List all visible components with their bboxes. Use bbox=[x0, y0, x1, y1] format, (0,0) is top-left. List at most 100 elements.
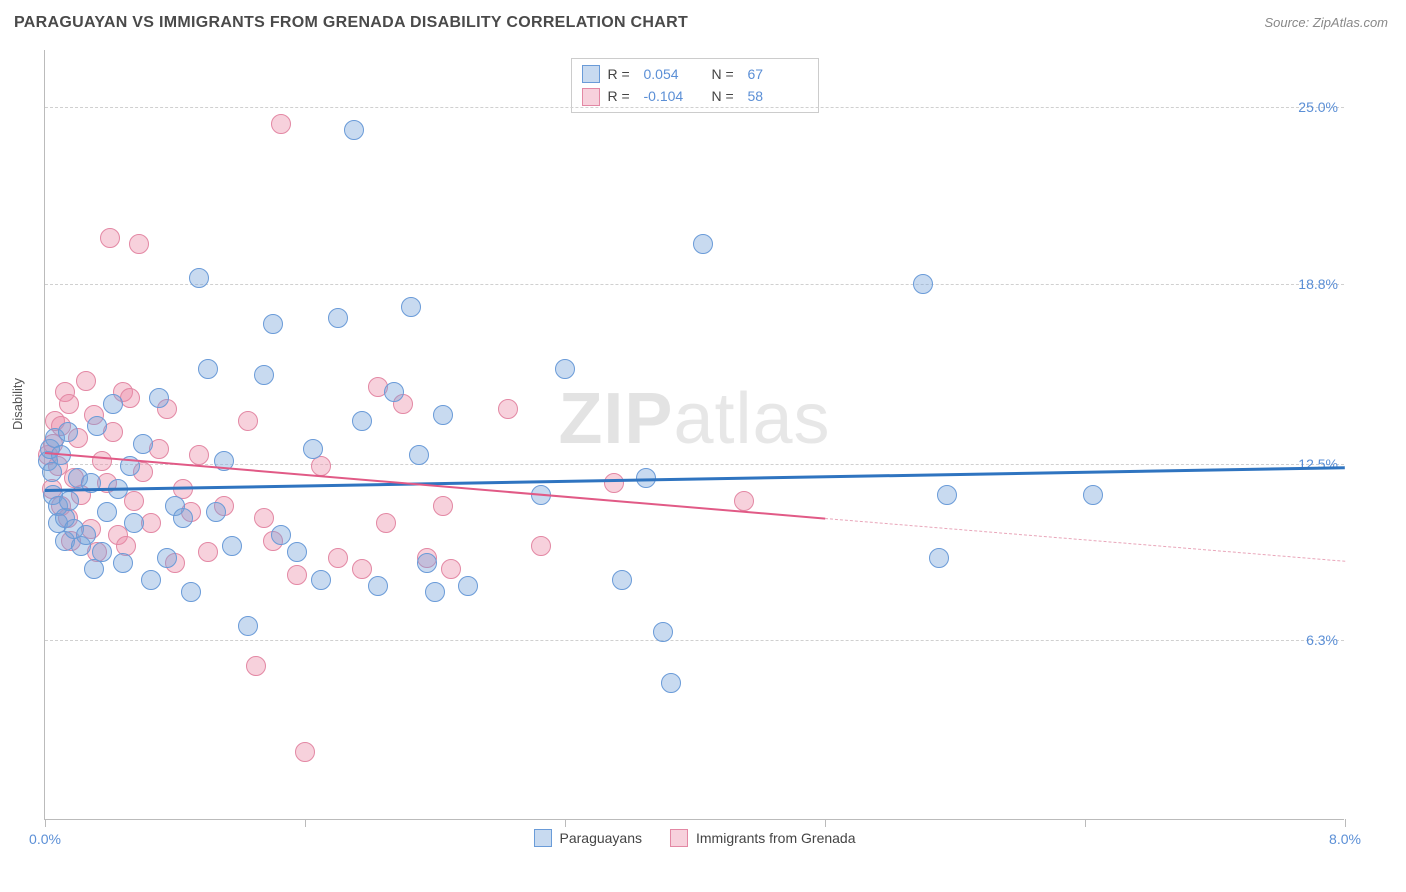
scatter-point-a bbox=[287, 542, 307, 562]
scatter-point-a bbox=[937, 485, 957, 505]
chart-title: PARAGUAYAN VS IMMIGRANTS FROM GRENADA DI… bbox=[14, 14, 688, 32]
scatter-point-a bbox=[401, 297, 421, 317]
legend-label-b: Immigrants from Grenada bbox=[696, 830, 856, 846]
scatter-point-b bbox=[254, 508, 274, 528]
scatter-point-b bbox=[734, 491, 754, 511]
scatter-point-a bbox=[206, 502, 226, 522]
scatter-point-b bbox=[498, 399, 518, 419]
header: PARAGUAYAN VS IMMIGRANTS FROM GRENADA DI… bbox=[0, 0, 1406, 40]
x-tick bbox=[565, 819, 566, 827]
scatter-point-a bbox=[328, 308, 348, 328]
legend-label-a: Paraguayans bbox=[559, 830, 642, 846]
legend-row-a: R = 0.054 N = 67 bbox=[582, 63, 808, 85]
legend-swatch-a bbox=[582, 65, 600, 83]
scatter-point-a bbox=[303, 439, 323, 459]
scatter-point-a bbox=[352, 411, 372, 431]
scatter-point-a bbox=[555, 359, 575, 379]
scatter-point-a bbox=[913, 274, 933, 294]
scatter-point-a bbox=[1083, 485, 1103, 505]
legend-r-value-a: 0.054 bbox=[644, 63, 704, 85]
scatter-point-a bbox=[133, 434, 153, 454]
legend-r-label: R = bbox=[608, 63, 636, 85]
scatter-point-b bbox=[604, 473, 624, 493]
chart-source: Source: ZipAtlas.com bbox=[1264, 15, 1388, 30]
scatter-point-b bbox=[189, 445, 209, 465]
scatter-point-a bbox=[409, 445, 429, 465]
legend-r-value-b: -0.104 bbox=[644, 85, 704, 107]
scatter-point-a bbox=[368, 576, 388, 596]
scatter-point-a bbox=[59, 491, 79, 511]
watermark-rest: atlas bbox=[673, 379, 830, 459]
scatter-point-a bbox=[103, 394, 123, 414]
legend-swatch-b-bottom bbox=[670, 829, 688, 847]
scatter-point-b bbox=[92, 451, 112, 471]
scatter-point-b bbox=[441, 559, 461, 579]
scatter-point-a bbox=[58, 422, 78, 442]
y-tick-label: 18.8% bbox=[1298, 276, 1338, 292]
scatter-point-a bbox=[87, 416, 107, 436]
scatter-point-a bbox=[113, 553, 133, 573]
gridline bbox=[45, 464, 1344, 465]
scatter-point-b bbox=[129, 234, 149, 254]
scatter-point-a bbox=[173, 508, 193, 528]
scatter-point-b bbox=[271, 114, 291, 134]
x-tick bbox=[1085, 819, 1086, 827]
scatter-point-a bbox=[612, 570, 632, 590]
scatter-point-b bbox=[238, 411, 258, 431]
scatter-point-a bbox=[141, 570, 161, 590]
x-tick-label-start: 0.0% bbox=[29, 831, 61, 847]
scatter-point-a bbox=[433, 405, 453, 425]
scatter-point-a bbox=[181, 582, 201, 602]
scatter-point-a bbox=[417, 553, 437, 573]
scatter-point-a bbox=[263, 314, 283, 334]
scatter-point-a bbox=[653, 622, 673, 642]
scatter-point-a bbox=[97, 502, 117, 522]
legend-series: Paraguayans Immigrants from Grenada bbox=[533, 829, 855, 847]
scatter-point-a bbox=[929, 548, 949, 568]
legend-n-label: N = bbox=[712, 85, 740, 107]
scatter-point-b bbox=[352, 559, 372, 579]
scatter-point-a bbox=[384, 382, 404, 402]
scatter-point-b bbox=[59, 394, 79, 414]
scatter-point-a bbox=[124, 513, 144, 533]
watermark: ZIPatlas bbox=[558, 378, 830, 460]
legend-n-value-a: 67 bbox=[748, 63, 808, 85]
watermark-bold: ZIP bbox=[558, 379, 673, 459]
scatter-point-b bbox=[433, 496, 453, 516]
scatter-point-b bbox=[287, 565, 307, 585]
scatter-point-a bbox=[311, 570, 331, 590]
y-tick-label: 25.0% bbox=[1298, 99, 1338, 115]
scatter-point-b bbox=[198, 542, 218, 562]
scatter-point-a bbox=[344, 120, 364, 140]
scatter-point-a bbox=[42, 462, 62, 482]
legend-row-b: R = -0.104 N = 58 bbox=[582, 85, 808, 107]
scatter-point-a bbox=[661, 673, 681, 693]
scatter-point-a bbox=[238, 616, 258, 636]
legend-n-label: N = bbox=[712, 63, 740, 85]
scatter-point-b bbox=[328, 548, 348, 568]
scatter-point-b bbox=[100, 228, 120, 248]
scatter-point-a bbox=[198, 359, 218, 379]
legend-item-b: Immigrants from Grenada bbox=[670, 829, 856, 847]
legend-swatch-b bbox=[582, 88, 600, 106]
x-tick bbox=[1345, 819, 1346, 827]
scatter-point-a bbox=[271, 525, 291, 545]
gridline bbox=[45, 284, 1344, 285]
scatter-point-a bbox=[693, 234, 713, 254]
scatter-point-a bbox=[76, 525, 96, 545]
scatter-point-b bbox=[76, 371, 96, 391]
scatter-chart: ZIPatlas R = 0.054 N = 67 R = -0.104 N =… bbox=[44, 50, 1344, 820]
scatter-point-a bbox=[425, 582, 445, 602]
scatter-point-b bbox=[376, 513, 396, 533]
scatter-point-a bbox=[157, 548, 177, 568]
y-axis-label: Disability bbox=[10, 378, 25, 430]
x-tick-label-end: 8.0% bbox=[1329, 831, 1361, 847]
trendline-b-dashed bbox=[825, 518, 1345, 562]
scatter-point-a bbox=[149, 388, 169, 408]
scatter-point-b bbox=[311, 456, 331, 476]
legend-swatch-a-bottom bbox=[533, 829, 551, 847]
x-tick bbox=[305, 819, 306, 827]
scatter-point-b bbox=[246, 656, 266, 676]
legend-r-label: R = bbox=[608, 85, 636, 107]
scatter-point-a bbox=[189, 268, 209, 288]
